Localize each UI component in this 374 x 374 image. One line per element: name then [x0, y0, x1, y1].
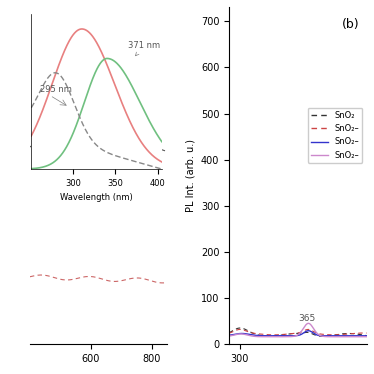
Text: (b): (b) [342, 18, 359, 31]
Y-axis label: PL Int. (arb. u.): PL Int. (arb. u.) [186, 139, 195, 212]
Legend: SnO₂, SnO₂–, SnO₂–, SnO₂–: SnO₂, SnO₂–, SnO₂–, SnO₂– [307, 108, 362, 163]
Text: 365: 365 [299, 314, 316, 323]
